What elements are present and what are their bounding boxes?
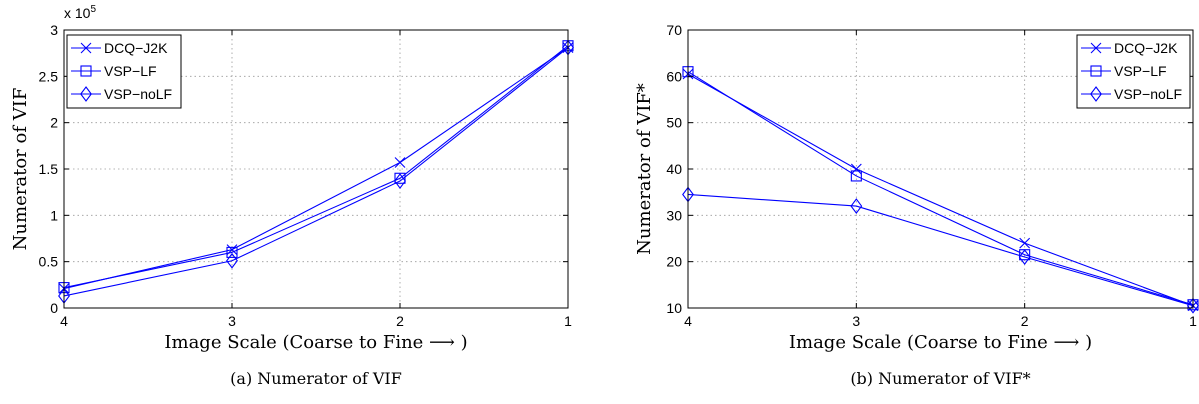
y-tick-label: 0.5 (39, 254, 59, 270)
axis-ticks: 0 0.5 1 1.5 2 2.5 3 4 3 2 1 (39, 22, 573, 329)
x-tick-label: 3 (228, 313, 236, 329)
y-tick-label: 60 (666, 68, 682, 84)
y-tick-label: 40 (666, 161, 682, 177)
caption: (b) Numerator of VIF* (850, 369, 1030, 388)
data-point-stroke (394, 157, 406, 168)
x-tick-label: 1 (1189, 313, 1197, 329)
y-tick-label: 30 (666, 207, 682, 223)
data-point (226, 246, 238, 258)
data-point (850, 170, 862, 182)
chart-panel-a: 0 0.5 1 1.5 2 2.5 3 4 3 2 1 x 105 Image Scale (Coa… (10, 4, 574, 388)
chart-panel-b: 10 20 30 40 50 60 70 4 3 2 1 Image Scale (Coarse t… (634, 22, 1199, 388)
legend-marker (80, 42, 92, 54)
x-tick-label: 2 (396, 313, 404, 329)
y-tick-label: 1.5 (39, 161, 59, 177)
y-exponent-label: x 105 (64, 4, 96, 21)
legend-marker (1090, 42, 1102, 54)
x-axis-label: Image Scale (Coarse to Fine ⟶ ) (789, 332, 1092, 353)
data-point-stroke (1019, 237, 1031, 249)
x-tick-label: 1 (564, 313, 572, 329)
legend: DCQ−J2K VSP−LF VSP−noLF (1076, 34, 1191, 109)
series-line (63, 45, 569, 289)
y-tick-label: 3 (50, 22, 58, 38)
data-point (1019, 237, 1031, 249)
data-point (1187, 297, 1199, 314)
y-tick-label: 70 (666, 22, 682, 38)
legend-marker (1090, 65, 1102, 77)
series-line (687, 73, 1194, 307)
y-axis-label: Numerator of VIF (10, 88, 31, 251)
y-tick-label: 2 (50, 115, 58, 131)
legend-label: DCQ−J2K (1114, 40, 1178, 56)
y-tick-label: 50 (666, 115, 682, 131)
legend-marker (80, 65, 92, 77)
legend-marker-stroke (80, 42, 92, 54)
data-point (394, 157, 406, 168)
legend-label: VSP−noLF (104, 86, 172, 102)
caption: (a) Numerator of VIF (230, 369, 402, 388)
x-tick-label: 3 (852, 313, 860, 329)
y-tick-label: 20 (666, 254, 682, 270)
legend-label: VSP−noLF (1114, 86, 1182, 102)
data-point-stroke (850, 163, 862, 175)
legend-marker (80, 86, 92, 102)
axis-ticks: 10 20 30 40 50 60 70 4 3 2 1 (666, 22, 1197, 329)
legend-marker (1090, 86, 1102, 102)
data-point (850, 198, 863, 214)
y-axis-label: Numerator of VIF* (634, 83, 655, 255)
legend-label: VSP−LF (104, 63, 157, 79)
legend: DCQ−J2K VSP−LF VSP−noLF (66, 34, 182, 109)
data-point (850, 163, 862, 175)
x-tick-label: 2 (1021, 313, 1029, 329)
data-point (1018, 249, 1031, 265)
series-line (687, 193, 1194, 307)
data-point (394, 173, 406, 189)
x-tick-label: 4 (60, 313, 68, 329)
legend-marker-stroke (1090, 42, 1102, 54)
series-line (63, 47, 569, 290)
series-line (687, 71, 1194, 306)
legend-label: VSP−LF (1114, 63, 1167, 79)
data-point (226, 252, 238, 269)
series-group (682, 66, 1199, 314)
y-tick-label: 1 (50, 207, 58, 223)
x-axis-label: Image Scale (Coarse to Fine ⟶ ) (164, 332, 467, 353)
x-tick-label: 4 (684, 313, 692, 329)
y-tick-label: 10 (666, 300, 682, 316)
series-line (63, 47, 569, 297)
legend-label: DCQ−J2K (104, 40, 168, 56)
y-tick-label: 0 (50, 300, 58, 316)
y-tick-label: 2.5 (39, 68, 59, 84)
